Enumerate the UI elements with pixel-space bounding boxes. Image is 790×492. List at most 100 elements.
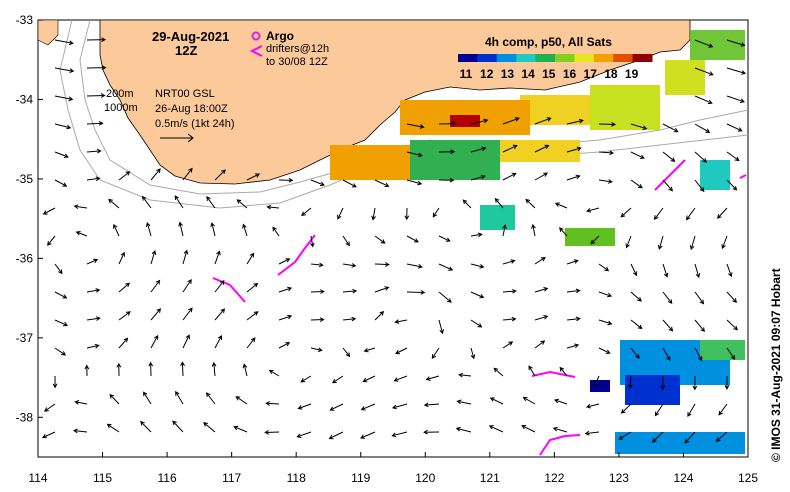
- velocity-arrow-icon: [342, 288, 358, 294]
- velocity-arrow-icon: [534, 257, 546, 265]
- velocity-arrow-icon: [726, 39, 746, 47]
- velocity-arrow-icon: [205, 392, 216, 405]
- velocity-arrow-icon: [726, 179, 738, 191]
- sst-patches: [330, 30, 745, 454]
- velocity-arrow-icon: [502, 144, 518, 153]
- isobath-1000m-label: 1000m: [104, 102, 138, 114]
- velocity-arrow-icon: [456, 399, 472, 405]
- velocity-arrow-icon: [630, 291, 642, 302]
- velocity-arrow-icon: [423, 402, 440, 408]
- velocity-arrow-icon: [172, 420, 184, 433]
- velocity-arrow-icon: [489, 397, 504, 405]
- velocity-arrow-icon: [342, 235, 350, 247]
- velocity-arrow-icon: [73, 204, 88, 209]
- velocity-arrow-icon: [726, 347, 736, 360]
- colorbar-swatch: [535, 54, 556, 62]
- velocity-arrow-icon: [54, 39, 74, 46]
- velocity-arrow-icon: [554, 398, 568, 405]
- velocity-arrow-icon: [374, 179, 390, 187]
- velocity-arrow-icon: [264, 429, 280, 435]
- velocity-arrow-icon: [371, 207, 376, 221]
- velocity-arrow-icon: [86, 65, 107, 71]
- velocity-arrow-icon: [72, 428, 88, 434]
- colorbar-tick-label: 16: [563, 67, 577, 81]
- velocity-arrow-icon: [140, 420, 152, 433]
- velocity-arrow-icon: [627, 375, 633, 390]
- velocity-arrow-icon: [395, 347, 408, 355]
- velocity-arrow-icon: [118, 282, 130, 293]
- velocity-arrow-icon: [662, 347, 671, 361]
- velocity-arrow-icon: [598, 150, 615, 156]
- credit-label: © IMOS 31-Aug-2021 09:07 Hobart: [769, 268, 783, 462]
- velocity-arrow-icon: [494, 197, 504, 209]
- velocity-arrow-icon: [694, 151, 707, 163]
- velocity-arrow-icon: [374, 286, 390, 293]
- velocity-arrow-icon: [584, 430, 600, 436]
- velocity-arrow-icon: [242, 223, 248, 237]
- velocity-arrow-icon: [502, 288, 517, 294]
- velocity-arrow-icon: [108, 198, 120, 209]
- velocity-arrow-icon: [630, 123, 648, 130]
- velocity-arrow-icon: [502, 341, 514, 349]
- velocity-arrow-icon: [618, 431, 632, 440]
- drifters-until-label: to 30/08 12Z: [266, 56, 328, 68]
- velocity-arrow-icon: [406, 290, 426, 295]
- velocity-arrow-icon: [278, 286, 293, 293]
- velocity-arrow-icon: [148, 361, 154, 377]
- velocity-arrow-icon: [54, 319, 69, 327]
- longitude-ticks: 114 115 116 117 118 119 120 121 122 123 124 125: [28, 452, 758, 485]
- velocity-arrow-icon: [502, 316, 517, 322]
- velocity-arrow-icon: [598, 263, 610, 272]
- lon-tick-label: 116: [158, 471, 177, 485]
- velocity-arrow-icon: [278, 177, 294, 183]
- velocity-arrow-icon: [214, 308, 226, 321]
- velocity-arrow-icon: [246, 173, 261, 181]
- velocity-arrow-icon: [630, 347, 640, 359]
- map-date: 29-Aug-2021: [152, 29, 229, 44]
- velocity-arrow-icon: [692, 375, 698, 391]
- velocity-arrow-icon: [214, 334, 222, 349]
- velocity-arrow-icon: [406, 263, 423, 269]
- velocity-arrow-icon: [718, 403, 728, 416]
- colorbar-tick-label: 19: [625, 67, 639, 81]
- velocity-arrow-icon: [438, 291, 452, 303]
- lon-tick-label: 115: [93, 471, 112, 485]
- velocity-arrow-icon: [425, 375, 440, 381]
- velocity-arrow-icon: [54, 95, 74, 102]
- velocity-arrow-icon: [406, 151, 423, 158]
- velocity-arrow-icon: [559, 366, 568, 377]
- velocity-arrow-icon: [328, 431, 344, 440]
- velocity-arrow-icon: [84, 364, 90, 377]
- colorbar-swatch: [555, 54, 575, 62]
- velocity-arrow-icon: [310, 347, 323, 352]
- velocity-arrow-icon: [598, 179, 613, 184]
- velocity-arrow-icon: [42, 207, 56, 215]
- lat-tick-label: -36: [16, 251, 34, 265]
- velocity-arrow-icon: [374, 235, 386, 244]
- velocity-arrow-icon: [694, 319, 705, 332]
- velocity-arrow-icon: [301, 207, 312, 217]
- velocity-arrow-icon: [586, 207, 600, 213]
- velocity-arrow-icon: [502, 117, 520, 125]
- velocity-arrow-icon: [470, 263, 485, 269]
- velocity-arrow-icon: [118, 311, 131, 321]
- velocity-arrow-icon: [394, 319, 408, 324]
- velocity-arrow-icon: [470, 146, 487, 153]
- velocity-arrow-icon: [438, 149, 456, 155]
- colorbar-tick-label: 18: [604, 67, 618, 81]
- velocity-arrow-icon: [685, 207, 696, 221]
- velocity-arrow-icon: [657, 235, 664, 250]
- velocity-arrow-icon: [86, 121, 104, 126]
- velocity-arrow-icon: [662, 151, 676, 162]
- velocity-arrow-icon: [242, 363, 248, 377]
- velocity-arrow-icon: [86, 258, 99, 265]
- velocity-arrow-icon: [726, 95, 745, 103]
- velocity-arrow-icon: [423, 429, 440, 435]
- lon-tick-label: 117: [222, 471, 241, 485]
- velocity-arrow-icon: [214, 169, 226, 181]
- lon-tick-label: 125: [738, 471, 758, 485]
- velocity-arrow-icon: [630, 179, 643, 189]
- colorbar-swatch: [574, 54, 595, 62]
- velocity-arrow-icon: [265, 401, 280, 406]
